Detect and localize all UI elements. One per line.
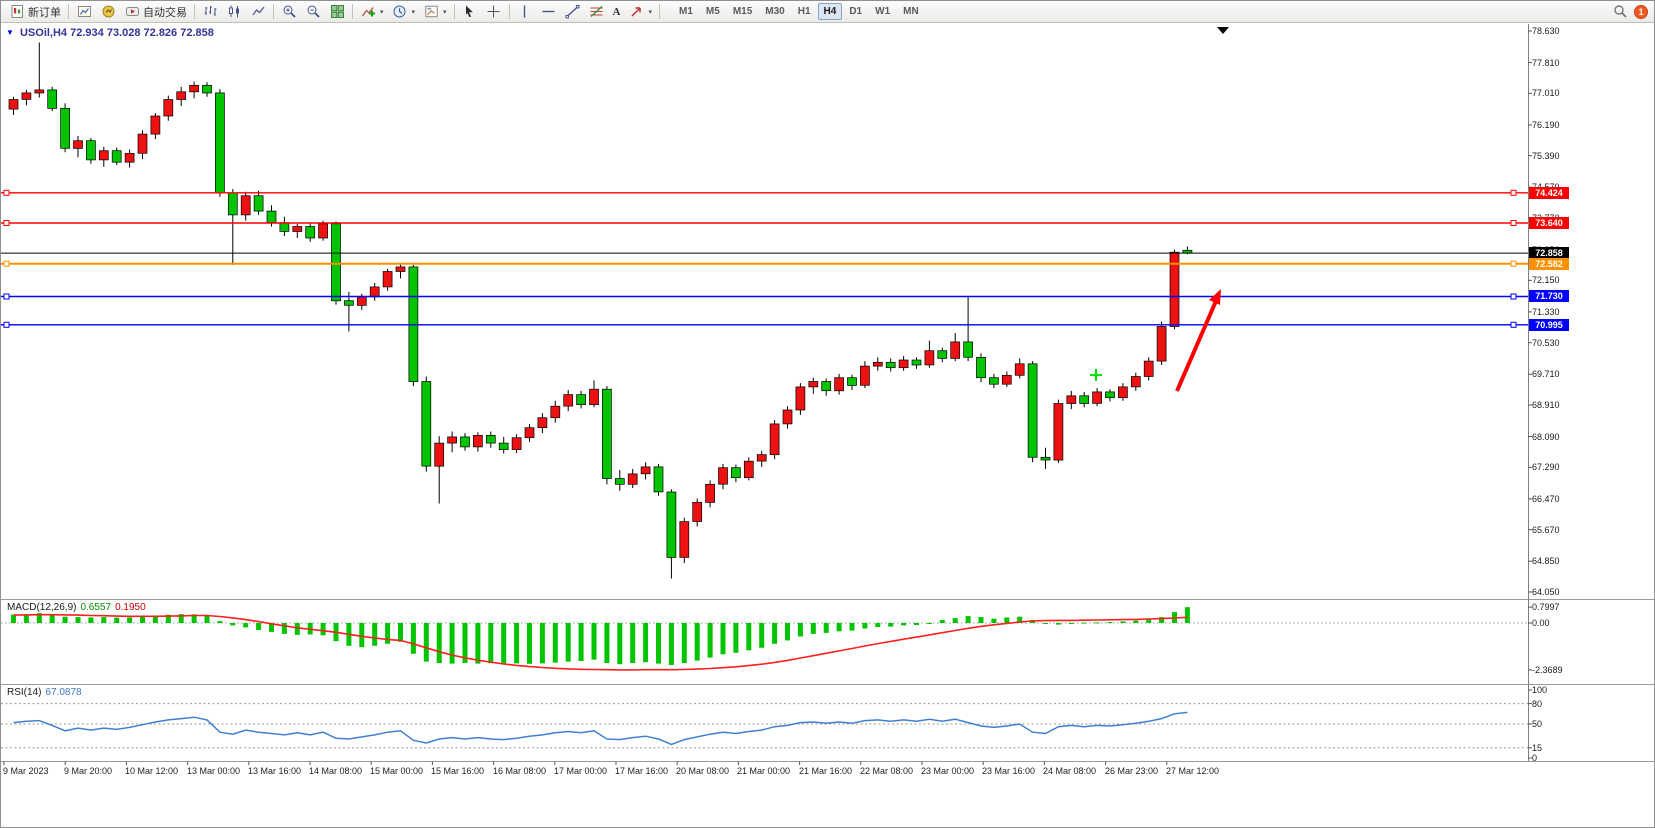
main-toolbar: 新订单 自动交易	[1, 1, 1654, 23]
dropdown-caret-icon: ▾	[411, 8, 416, 16]
tf-button-M1[interactable]: M1	[679, 6, 693, 17]
hline-handle	[3, 321, 10, 328]
zoom-out-icon	[305, 4, 321, 20]
trend-arrow-head	[1209, 289, 1221, 305]
trend-arrow[interactable]	[1175, 300, 1218, 392]
toolbar-separator	[68, 4, 69, 19]
text-tool-icon: A	[612, 5, 621, 18]
zoom-in-icon	[281, 4, 297, 20]
tf-button-H1[interactable]: H1	[797, 6, 811, 17]
search-icon[interactable]	[1612, 4, 1628, 20]
arrow-tool-icon	[629, 4, 645, 20]
tf-button-W1[interactable]: W1	[875, 6, 891, 17]
macd-signal-value: 0.1950	[115, 602, 146, 613]
rsi-value: 67.0878	[45, 687, 82, 698]
cursor-icon	[462, 4, 478, 20]
hline-handle	[3, 260, 10, 267]
hline-handle	[1510, 220, 1517, 226]
text-tool-button[interactable]: A	[609, 2, 625, 21]
tf-button-D1[interactable]: D1	[849, 6, 863, 17]
toolbar-separator	[194, 4, 195, 19]
symbol-dropdown-icon[interactable]: ▼	[6, 28, 14, 37]
rsi-name: RSI(14)	[7, 687, 42, 698]
vertical-line-button[interactable]	[513, 2, 537, 21]
chart-ohlc-values: 72.934 73.028 72.826 72.858	[70, 27, 214, 39]
toolbar-separator	[508, 4, 510, 19]
rsi-line	[13, 711, 1188, 746]
candles-layer	[8, 42, 1193, 579]
crosshair-button[interactable]	[482, 2, 506, 21]
tile-windows-icon	[329, 4, 345, 20]
periods-button[interactable]: ▾	[388, 2, 420, 21]
trendline-button[interactable]	[561, 2, 585, 21]
tf-button-M5[interactable]: M5	[705, 6, 720, 17]
rsi-label: RSI(14) 67.0878	[7, 687, 82, 698]
periods-clock-icon	[392, 4, 408, 20]
trendline-icon	[565, 4, 581, 20]
new-order-button[interactable]: 新订单	[5, 2, 65, 21]
new-order-icon	[9, 4, 25, 20]
dropdown-caret-icon: ▾	[380, 8, 384, 16]
dropdown-caret-icon: ▾	[443, 8, 447, 16]
zoom-in-button[interactable]	[277, 2, 301, 21]
horizontal-line-button[interactable]	[537, 2, 561, 21]
autotrading-label: 自动交易	[143, 6, 187, 19]
hline-handle	[1510, 189, 1517, 196]
autotrading-button[interactable]: 自动交易	[120, 2, 191, 21]
toolbar-separator	[659, 4, 661, 19]
dropdown-caret-icon: ▾	[648, 8, 653, 16]
chart-title: ▼ USOil,H4 72.934 73.028 72.826 72.858	[6, 27, 214, 39]
autotrading-icon	[124, 4, 140, 20]
templates-icon	[423, 4, 439, 20]
fibonacci-icon	[589, 4, 605, 20]
tf-button-MN[interactable]: MN	[903, 6, 919, 17]
candlestick-chart-icon	[226, 4, 242, 20]
hline-handle	[3, 293, 10, 300]
market-watch-button[interactable]	[96, 2, 120, 21]
bar-chart-icon	[202, 4, 218, 20]
macd-signal-line	[13, 613, 1188, 671]
chart-symbol-period: USOil,H4	[19, 27, 68, 39]
line-chart-button[interactable]	[246, 2, 270, 21]
indicators-button[interactable]: ▾	[356, 2, 388, 21]
tile-windows-button[interactable]	[325, 2, 349, 21]
hline-handle	[1510, 293, 1517, 300]
hline-handle	[3, 220, 10, 226]
candlestick-chart-button[interactable]	[222, 2, 246, 21]
arrows-tool-button[interactable]: ▾	[625, 2, 657, 21]
chart-shift-marker[interactable]	[1217, 27, 1229, 34]
horizontal-line-icon	[541, 4, 557, 20]
tf-button-H4[interactable]: H4	[817, 3, 843, 20]
new-order-label: 新订单	[28, 6, 61, 19]
line-chart-icon	[250, 4, 266, 20]
macd-main-value: 0.6557	[80, 602, 112, 613]
indicators-icon	[360, 4, 376, 20]
hline-handle	[1510, 321, 1517, 328]
tf-button-M15[interactable]: M15	[732, 6, 753, 17]
market-watch-icon	[100, 4, 116, 20]
zoom-out-button[interactable]	[301, 2, 325, 21]
chart-window-button[interactable]	[72, 2, 96, 21]
templates-button[interactable]: ▾	[419, 2, 451, 21]
hline-handle	[3, 189, 10, 196]
macd-name: MACD(12,26,9)	[7, 602, 77, 613]
notification-badge[interactable]: 1	[1634, 4, 1648, 19]
vertical-line-icon	[517, 4, 533, 20]
toolbar-right-group: 1	[1612, 4, 1650, 20]
chart-window-icon	[76, 4, 92, 20]
bar-chart-button[interactable]	[198, 2, 222, 21]
toolbar-separator	[453, 4, 455, 19]
fibonacci-button[interactable]	[585, 2, 609, 21]
hline-handle	[1510, 260, 1517, 267]
toolbar-separator	[273, 4, 274, 19]
timeframe-toolbar: M1 M5 M15 M30 H1 H4 D1 W1 MN	[673, 3, 925, 20]
cursor-button[interactable]	[458, 2, 482, 21]
macd-label: MACD(12,26,9) 0.6557 0.1950	[7, 602, 146, 613]
tf-button-M30[interactable]: M30	[765, 6, 785, 17]
crosshair-icon	[486, 4, 502, 20]
toolbar-separator	[352, 4, 353, 19]
macd-histogram	[11, 607, 1190, 665]
